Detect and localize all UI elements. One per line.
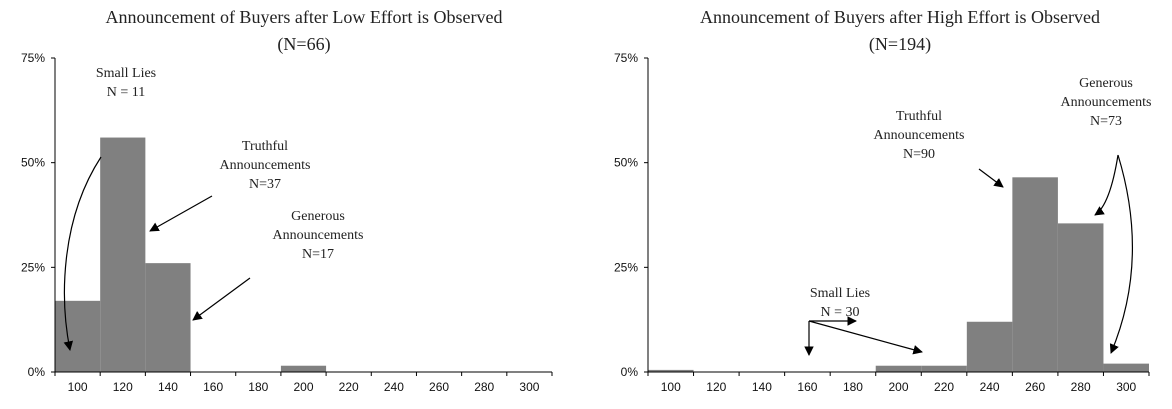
annotation-label: Truthful Announcements N=90	[874, 109, 965, 162]
y-tick-label: 75%	[21, 51, 45, 65]
chart-high-effort: Announcement of Buyers after High Effort…	[614, 7, 1152, 394]
x-tick-label: 140	[158, 380, 178, 394]
bar-2	[100, 137, 146, 372]
y-tick-label: 50%	[21, 156, 45, 170]
annotation-arrow	[808, 320, 923, 355]
annotation-label: Generous Announcements N=73	[1061, 76, 1152, 129]
chart-low-effort: Announcement of Buyers after Low Effort …	[21, 7, 553, 394]
bar-1	[648, 369, 694, 372]
x-tick-label: 220	[934, 380, 954, 394]
annotation-line: Truthful	[896, 109, 942, 124]
bar-6	[875, 365, 922, 372]
x-tick-label: 300	[1116, 380, 1136, 394]
x-tick-label: 240	[384, 380, 404, 394]
x-tick-label: 240	[980, 380, 1000, 394]
x-tick-label: 220	[339, 380, 359, 394]
x-tick-label: 160	[797, 380, 817, 394]
y-tick-label: 75%	[614, 51, 638, 65]
annotation-line: N=73	[1090, 114, 1122, 129]
x-tick-label: 280	[474, 380, 494, 394]
annotation-line: Generous	[291, 209, 345, 224]
bar-6	[280, 365, 327, 372]
annotation-line: Announcements	[273, 228, 364, 243]
annotation-label: Small Lies N = 11	[96, 66, 156, 100]
annotation-line: Small Lies	[810, 286, 870, 301]
bar-7	[921, 365, 967, 372]
annotation-label: Small Lies N = 30	[810, 286, 870, 320]
x-tick-label: 180	[843, 380, 863, 394]
x-tick-label: 260	[429, 380, 449, 394]
annotation-line: Announcements	[220, 158, 311, 173]
annotation-arrow	[978, 168, 1004, 188]
x-tick-label: 160	[203, 380, 223, 394]
x-tick-label: 100	[661, 380, 681, 394]
y-tick-label: 50%	[614, 156, 638, 170]
annotation-line: Announcements	[1061, 95, 1152, 110]
chart-title: Announcement of Buyers after Low Effort …	[105, 7, 502, 27]
y-tick-label: 0%	[621, 365, 639, 379]
annotation-label: Generous Announcements N=17	[273, 209, 364, 262]
bar-10	[1057, 223, 1104, 372]
annotation-line: N=37	[249, 177, 281, 192]
x-tick-label: 140	[752, 380, 772, 394]
bar-11	[1103, 363, 1149, 372]
annotation-arrow	[192, 277, 251, 321]
x-tick-label: 200	[888, 380, 908, 394]
y-tick-label: 25%	[21, 260, 45, 274]
x-tick-label: 260	[1025, 380, 1045, 394]
annotation-line: N=17	[302, 247, 334, 262]
x-tick-label: 120	[113, 380, 133, 394]
annotation-arrow	[1109, 154, 1134, 354]
x-tick-label: 280	[1071, 380, 1091, 394]
x-tick-label: 100	[68, 380, 88, 394]
bar-1	[55, 300, 101, 372]
y-tick-label: 0%	[28, 365, 46, 379]
chart-title: Announcement of Buyers after High Effort…	[700, 7, 1100, 27]
annotation-line: Truthful	[242, 139, 288, 154]
annotation-arrow	[63, 156, 102, 351]
annotation-line: N = 30	[820, 305, 859, 320]
chart-subtitle: (N=66)	[277, 34, 330, 55]
annotation-line: N=90	[903, 147, 935, 162]
chart-subtitle: (N=194)	[869, 34, 931, 55]
x-tick-label: 300	[519, 380, 539, 394]
annotation-line: Generous	[1079, 76, 1133, 91]
x-tick-label: 120	[706, 380, 726, 394]
annotation-arrow	[149, 195, 213, 232]
y-tick-label: 25%	[614, 260, 638, 274]
bar-3	[145, 263, 191, 372]
bar-8	[966, 321, 1013, 372]
annotation-arrow	[1094, 154, 1119, 216]
bar-9	[1012, 177, 1058, 372]
x-tick-label: 200	[293, 380, 313, 394]
x-tick-label: 180	[248, 380, 268, 394]
annotation-line: N = 11	[107, 85, 146, 100]
annotation-line: Small Lies	[96, 66, 156, 81]
annotation-label: Truthful Announcements N=37	[220, 139, 311, 192]
annotation-line: Announcements	[874, 128, 965, 143]
